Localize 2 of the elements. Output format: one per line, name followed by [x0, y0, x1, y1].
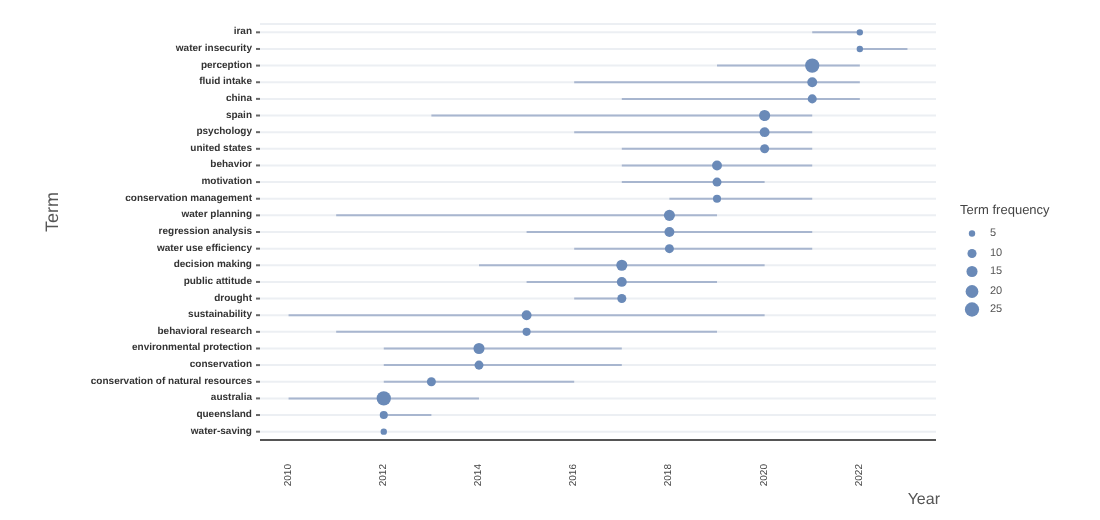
x-axis-title: Year — [907, 490, 941, 508]
y-axis-title: Term — [42, 192, 63, 232]
